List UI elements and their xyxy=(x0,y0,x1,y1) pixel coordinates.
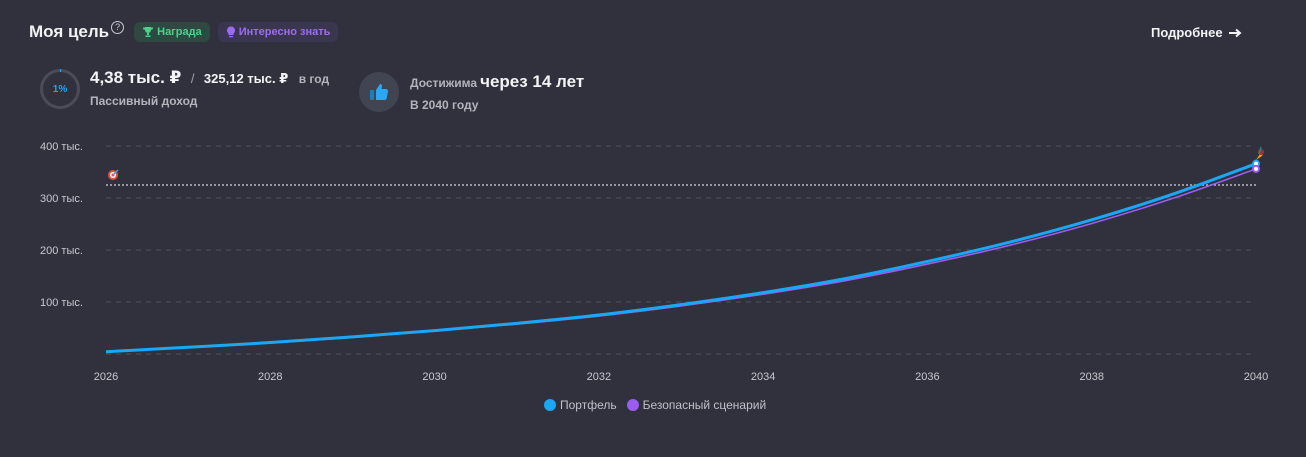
header: Моя цель ? Награда Интересно знать xyxy=(29,20,339,42)
x-tick-label: 2030 xyxy=(422,371,446,383)
thumbs-up-icon xyxy=(359,72,399,112)
current-income: 4,38 тыс. ₽ xyxy=(90,68,182,87)
x-tick-label: 2034 xyxy=(751,371,775,383)
question-circle-icon[interactable]: ? xyxy=(111,20,125,34)
legend-dot-portfolio xyxy=(544,399,556,411)
legend-label-safe: Безопасный сценарий xyxy=(642,398,767,412)
x-tick-label: 2038 xyxy=(1079,371,1103,383)
series-line-portfolio xyxy=(105,162,1257,354)
reward-badge[interactable]: Награда xyxy=(134,22,210,42)
legend-item-safe[interactable]: Безопасный сценарий xyxy=(626,398,767,412)
y-tick-label: 200 тыс. xyxy=(40,245,83,257)
target-icon xyxy=(108,169,119,180)
passive-income-caption: Пассивный доход xyxy=(90,94,198,108)
x-tick-label: 2032 xyxy=(587,371,611,383)
separator: / xyxy=(190,71,195,86)
target-income: 325,12 тыс. ₽ xyxy=(203,71,289,86)
more-link-label: Подробнее xyxy=(1151,25,1223,40)
y-tick-label: 400 тыс. xyxy=(40,141,83,153)
legend-label-portfolio: Портфель xyxy=(560,398,617,412)
achievable-stat: Достижима через 14 лет В 2040 году xyxy=(359,72,584,112)
income-period: в год xyxy=(298,72,330,86)
legend-item-portfolio[interactable]: Портфель xyxy=(544,398,617,412)
y-tick-label: 100 тыс. xyxy=(40,297,83,309)
end-point-safe xyxy=(1252,164,1260,173)
x-tick-label: 2026 xyxy=(94,371,118,383)
end-point-portfolio xyxy=(1252,159,1260,168)
reward-badge-label: Награда xyxy=(157,26,202,38)
interesting-badge[interactable]: Интересно знать xyxy=(217,22,339,42)
page-title: Моя цель xyxy=(29,22,110,41)
passive-income-stat: 1% 4,38 тыс. ₽ / 325,12 тыс. ₽ в год Пас… xyxy=(39,68,329,110)
achievable-prefix: Достижима xyxy=(410,76,478,90)
achievable-highlight: через 14 лет xyxy=(480,72,585,91)
x-tick-label: 2036 xyxy=(915,371,939,383)
interesting-badge-label: Интересно знать xyxy=(238,26,331,38)
rocket-icon xyxy=(1256,146,1264,160)
legend-dot-safe xyxy=(626,399,639,411)
lightbulb-icon xyxy=(226,26,235,38)
arrow-right-icon xyxy=(1228,28,1242,37)
progress-ring: 1% xyxy=(39,68,81,110)
more-link[interactable]: Подробнее xyxy=(1151,25,1242,40)
x-tick-label: 2040 xyxy=(1244,371,1268,383)
progress-percent: 1% xyxy=(52,83,68,95)
series-line-safe xyxy=(105,168,1257,353)
trophy-icon xyxy=(143,27,154,37)
x-tick-label: 2028 xyxy=(258,371,282,383)
y-tick-label: 300 тыс. xyxy=(40,193,83,205)
legend: Портфель Безопасный сценарий xyxy=(544,398,766,412)
achievable-caption: В 2040 году xyxy=(410,98,479,112)
